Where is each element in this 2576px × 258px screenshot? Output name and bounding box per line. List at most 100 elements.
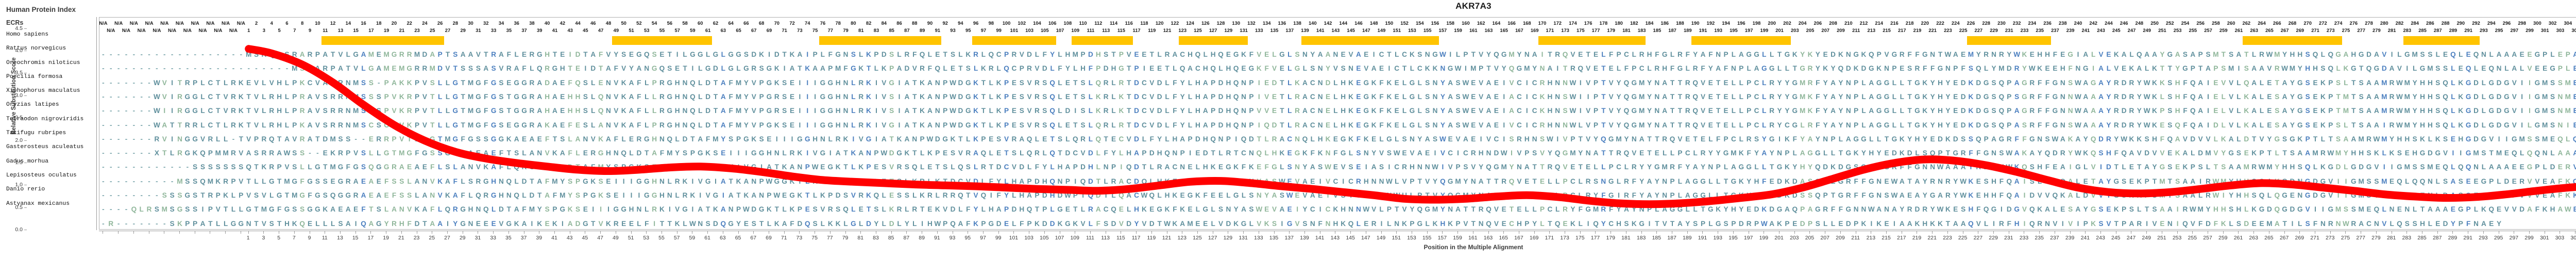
position-number: 110 bbox=[1079, 20, 1087, 26]
x-axis-tick-label: 243 bbox=[2096, 235, 2105, 241]
position-number-na: N/A bbox=[214, 27, 222, 33]
x-axis-tick-label: 253 bbox=[2173, 235, 2182, 241]
position-number: 155 bbox=[1423, 27, 1432, 33]
position-number: 257 bbox=[2204, 27, 2212, 33]
position-number: 132 bbox=[1247, 20, 1256, 26]
position-number: 33 bbox=[491, 27, 496, 33]
x-axis-tick-label: 79 bbox=[842, 235, 849, 241]
x-axis-tick-mark bbox=[2238, 231, 2239, 234]
x-axis-tick-label: 3 bbox=[262, 235, 265, 241]
position-number: 177 bbox=[1592, 27, 1600, 33]
position-number: 161 bbox=[1469, 27, 1478, 33]
position-number: 89 bbox=[920, 27, 925, 33]
x-axis-tick-label: 19 bbox=[383, 235, 389, 241]
x-axis-tick-label: 49 bbox=[613, 235, 619, 241]
position-number: 42 bbox=[560, 20, 565, 26]
x-axis-tick-mark bbox=[401, 231, 402, 234]
position-number: 85 bbox=[889, 27, 894, 33]
position-number: 101 bbox=[1010, 27, 1019, 33]
y-axis-tick-mark bbox=[24, 95, 27, 96]
x-axis-tick-mark bbox=[1151, 231, 1152, 234]
position-number: 293 bbox=[2480, 27, 2488, 33]
position-number: 164 bbox=[1493, 20, 1501, 26]
x-axis-tick-mark bbox=[1274, 231, 1275, 234]
position-number: 179 bbox=[1607, 27, 1615, 33]
x-axis-tick-label: 199 bbox=[1759, 235, 1769, 241]
x-axis-tick-mark bbox=[263, 231, 264, 234]
x-axis-tick-mark bbox=[829, 231, 831, 234]
position-number: 305 bbox=[2571, 27, 2576, 33]
position-number: 272 bbox=[2319, 20, 2327, 26]
position-number: 111 bbox=[1087, 27, 1095, 33]
position-number: 180 bbox=[1615, 20, 1623, 26]
x-axis-tick-label: 65 bbox=[735, 235, 741, 241]
position-number: 263 bbox=[2250, 27, 2258, 33]
position-number: 56 bbox=[667, 20, 672, 26]
x-axis-tick-label: 217 bbox=[1897, 235, 1906, 241]
x-axis-tick-label: 295 bbox=[2494, 235, 2503, 241]
ecr-bar bbox=[1178, 36, 1248, 45]
position-number: 14 bbox=[346, 20, 351, 26]
position-number: 270 bbox=[2303, 20, 2312, 26]
y-axis-tick-mark bbox=[24, 207, 27, 208]
position-number: 187 bbox=[1668, 27, 1676, 33]
x-axis-tick-label: 281 bbox=[2387, 235, 2396, 241]
position-number: 163 bbox=[1485, 27, 1493, 33]
position-number: 123 bbox=[1178, 27, 1187, 33]
x-axis-tick-mark bbox=[906, 231, 907, 234]
position-number: 231 bbox=[2005, 27, 2013, 33]
x-axis-tick-label: 237 bbox=[2050, 235, 2059, 241]
x-axis-tick-label: 75 bbox=[811, 235, 818, 241]
x-axis-tick-label: 151 bbox=[1392, 235, 1401, 241]
species-label: Lepisosteus oculatus bbox=[6, 169, 125, 183]
position-number: 5 bbox=[278, 27, 281, 33]
y-axis-tick-label: 1.0 bbox=[0, 182, 23, 188]
position-number: 255 bbox=[2189, 27, 2197, 33]
x-axis-tick-label: 149 bbox=[1377, 235, 1386, 241]
x-axis-tick-label: 223 bbox=[1943, 235, 1952, 241]
x-axis-tick-mark bbox=[294, 231, 295, 234]
position-number: 239 bbox=[2066, 27, 2075, 33]
ecr-bar bbox=[1071, 36, 1133, 45]
position-number: 184 bbox=[1646, 20, 1654, 26]
position-number: 63 bbox=[721, 27, 726, 33]
position-number: 303 bbox=[2556, 27, 2565, 33]
x-axis-tick-label: 135 bbox=[1269, 235, 1279, 241]
position-number: 200 bbox=[1768, 20, 1776, 26]
position-number: 97 bbox=[981, 27, 986, 33]
position-number: 172 bbox=[1553, 20, 1562, 26]
x-axis-tick-label: 117 bbox=[1132, 235, 1141, 241]
x-axis-tick-label: 13 bbox=[337, 235, 343, 241]
x-axis-tick-label: 235 bbox=[2035, 235, 2044, 241]
position-number: 220 bbox=[1921, 20, 1929, 26]
position-number: 86 bbox=[896, 20, 902, 26]
x-axis-tick-mark bbox=[2146, 231, 2147, 234]
position-number: 222 bbox=[1936, 20, 1944, 26]
x-axis-tick-label: 163 bbox=[1484, 235, 1493, 241]
x-axis-tick-mark bbox=[2330, 231, 2331, 234]
x-axis-tick-label: 141 bbox=[1315, 235, 1325, 241]
ecr-bar bbox=[1301, 36, 1439, 45]
x-axis-tick-mark bbox=[2452, 231, 2453, 234]
x-axis-tick-label: 261 bbox=[2234, 235, 2243, 241]
position-number: 96 bbox=[973, 20, 978, 26]
x-axis-tick-label: 191 bbox=[1698, 235, 1707, 241]
position-number: 160 bbox=[1462, 20, 1470, 26]
position-number: 34 bbox=[499, 20, 504, 26]
position-number: 192 bbox=[1707, 20, 1715, 26]
position-number: 256 bbox=[2196, 20, 2205, 26]
position-number: 230 bbox=[1997, 20, 2006, 26]
position-number: 103 bbox=[1025, 27, 1033, 33]
position-number: 300 bbox=[2533, 20, 2541, 26]
x-axis-tick-label: 213 bbox=[1867, 235, 1876, 241]
position-number: 278 bbox=[2365, 20, 2373, 26]
x-axis-tick-mark bbox=[1549, 231, 1550, 234]
x-axis-tick-label: 21 bbox=[398, 235, 404, 241]
x-axis-tick-label: 271 bbox=[2310, 235, 2319, 241]
position-number: 151 bbox=[1393, 27, 1401, 33]
ecr-bar bbox=[612, 36, 712, 45]
position-number: 35 bbox=[506, 27, 512, 33]
position-number: 50 bbox=[621, 20, 626, 26]
position-number: 78 bbox=[835, 20, 840, 26]
